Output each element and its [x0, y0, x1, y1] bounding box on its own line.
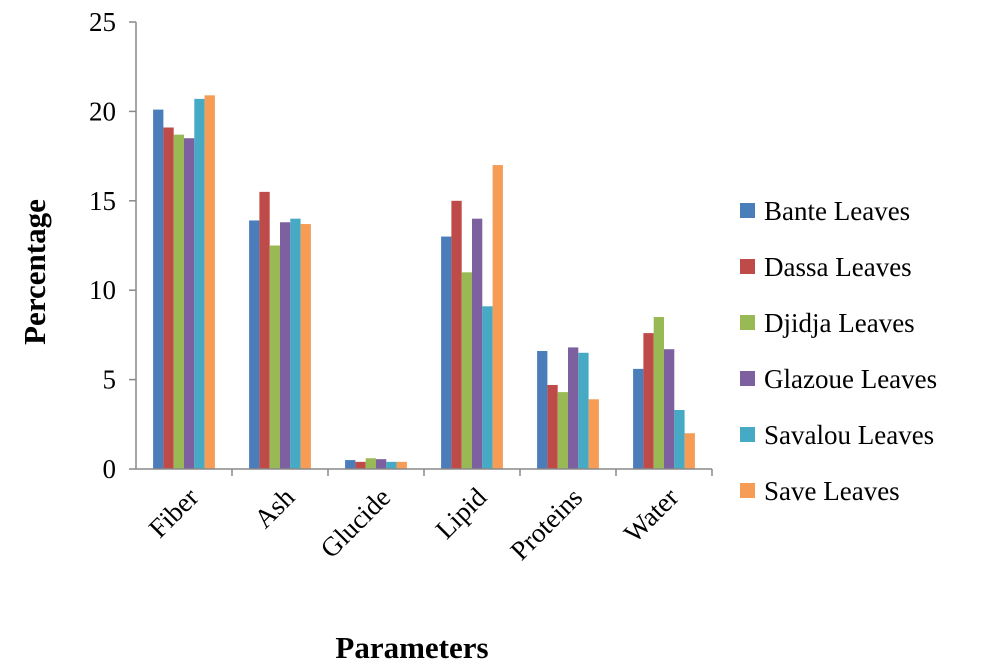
bar-djidja-leaves-proteins	[557, 392, 568, 469]
bars-group	[153, 95, 695, 470]
y-tick-label: 10	[89, 275, 116, 305]
legend-label: Save Leaves	[764, 476, 900, 506]
legend-label: Dassa Leaves	[764, 252, 912, 282]
bar-bante-leaves-ash	[249, 220, 260, 469]
x-tick-label: Lipid	[430, 482, 493, 545]
bar-dassa-leaves-glucide	[355, 461, 366, 469]
bar-glazoue-leaves-fiber	[184, 138, 195, 469]
legend-swatch	[740, 315, 755, 330]
bar-save-leaves-proteins	[588, 399, 599, 469]
y-axis-title: Percentage	[17, 199, 52, 345]
bar-glazoue-leaves-glucide	[376, 459, 387, 469]
bar-savalou-leaves-proteins	[578, 352, 589, 469]
legend-swatch	[740, 259, 755, 274]
bar-bante-leaves-proteins	[537, 350, 548, 469]
x-tick-label: Water	[618, 482, 684, 548]
bar-bante-leaves-glucide	[345, 460, 356, 469]
bar-glazoue-leaves-proteins	[568, 347, 579, 469]
y-tick-label: 0	[103, 454, 117, 484]
bar-savalou-leaves-ash	[290, 218, 301, 469]
bar-savalou-leaves-lipid	[482, 306, 493, 469]
legend-swatch	[740, 371, 755, 386]
y-tick-label: 5	[103, 365, 117, 395]
bar-savalou-leaves-glucide	[386, 461, 397, 469]
bar-dassa-leaves-proteins	[547, 384, 558, 469]
bar-djidja-leaves-water	[653, 317, 664, 469]
bar-djidja-leaves-fiber	[173, 134, 184, 470]
bar-dassa-leaves-lipid	[451, 200, 462, 470]
legend-label: Djidja Leaves	[764, 308, 915, 338]
bar-dassa-leaves-ash	[259, 191, 270, 470]
bar-save-leaves-ash	[300, 224, 311, 469]
x-axis-title: Parameters	[335, 630, 488, 663]
bar-bante-leaves-lipid	[441, 236, 452, 469]
bar-glazoue-leaves-ash	[280, 222, 291, 469]
y-tick-label: 20	[89, 96, 116, 126]
legend-swatch	[740, 483, 755, 498]
y-tick-label: 25	[89, 7, 116, 37]
bar-dassa-leaves-fiber	[163, 127, 174, 469]
x-tick-label: Proteins	[504, 482, 588, 566]
bar-savalou-leaves-fiber	[194, 98, 205, 469]
bar-save-leaves-glucide	[396, 461, 407, 469]
legend-label: Glazoue Leaves	[764, 364, 937, 394]
bar-save-leaves-lipid	[492, 165, 503, 470]
y-tick-label: 15	[89, 186, 116, 216]
x-axis-ticks: Fiber Ash Glucide Lipid Proteins Water	[143, 469, 713, 566]
x-tick-label: Glucide	[315, 482, 397, 564]
bar-djidja-leaves-ash	[269, 245, 280, 469]
y-axis-ticks: 0 5 10 15 20 25	[89, 7, 136, 484]
legend-label: Savalou Leaves	[764, 420, 934, 450]
bar-savalou-leaves-water	[674, 409, 685, 469]
bar-glazoue-leaves-water	[664, 349, 675, 469]
x-tick-label: Ash	[248, 482, 300, 534]
bar-bante-leaves-fiber	[153, 109, 164, 469]
legend: Bante Leaves Dassa Leaves Djidja Leaves Gla…	[740, 196, 937, 506]
x-tick-label: Fiber	[143, 482, 205, 544]
bar-djidja-leaves-glucide	[365, 458, 376, 469]
legend-label: Bante Leaves	[764, 196, 910, 226]
legend-swatch	[740, 203, 755, 218]
bar-glazoue-leaves-lipid	[472, 218, 483, 469]
bar-save-leaves-water	[684, 433, 695, 469]
bar-dassa-leaves-water	[643, 333, 654, 469]
bar-save-leaves-fiber	[204, 95, 215, 470]
bar-djidja-leaves-lipid	[461, 272, 472, 469]
legend-swatch	[740, 427, 755, 442]
bar-bante-leaves-water	[633, 368, 644, 469]
